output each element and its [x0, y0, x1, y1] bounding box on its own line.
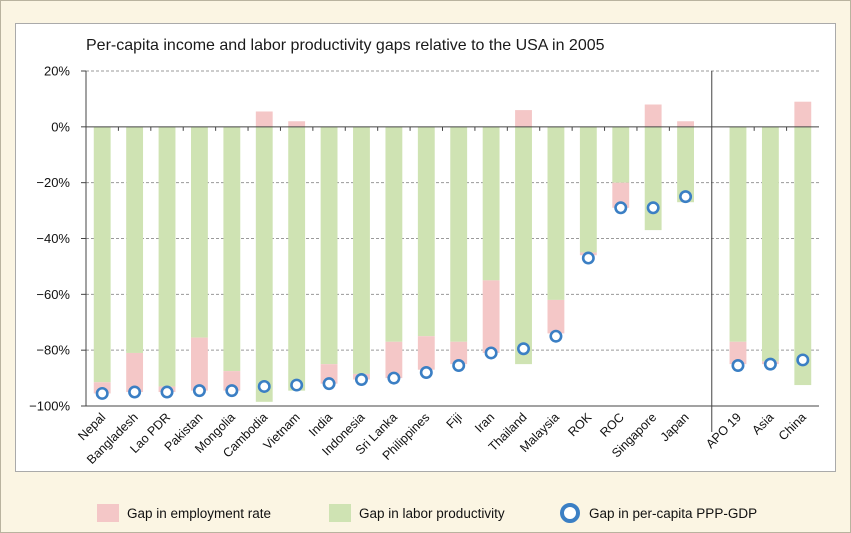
bar-labor-productivity [644, 126, 662, 231]
bar-employment-rate [547, 299, 565, 334]
bars-layer [93, 101, 812, 402]
bar-labor-productivity [729, 126, 747, 342]
y-tick-label: −80% [36, 343, 70, 358]
bar-labor-productivity [353, 126, 370, 374]
marker-ppp-gdp [225, 384, 239, 398]
bar-labor-productivity [482, 126, 500, 281]
marker-ppp-gdp [484, 346, 498, 360]
marker-ppp-gdp [517, 342, 531, 356]
legend-label-employment: Gap in employment rate [127, 506, 271, 521]
bar-employment-rate [794, 101, 812, 127]
x-tick-label: ROC [597, 410, 627, 440]
x-tick-label: India [306, 410, 335, 439]
bar-employment-rate [450, 341, 468, 365]
marker-ppp-gdp [128, 385, 142, 399]
bar-employment-rate [385, 341, 403, 379]
marker-ppp-gdp [796, 353, 810, 367]
bar-labor-productivity [126, 126, 144, 353]
marker-ppp-gdp [257, 379, 271, 393]
x-tick-label: APO 19 [703, 410, 744, 451]
markers-layer [95, 190, 810, 400]
marker-ppp-gdp [614, 201, 628, 215]
x-tick-label: China [776, 410, 809, 443]
bar-labor-productivity [450, 126, 468, 342]
legend-marker-ppp-gdp [560, 503, 580, 523]
marker-ppp-gdp [419, 365, 433, 379]
y-tick-label: −60% [36, 287, 70, 302]
x-tick-label: Asia [749, 410, 776, 437]
marker-ppp-gdp [646, 201, 660, 215]
bar-labor-productivity [288, 126, 306, 391]
bar-labor-productivity [794, 126, 812, 386]
chart-title: Per-capita income and labor productivity… [86, 37, 605, 54]
bar-labor-productivity [547, 126, 565, 300]
x-tick-label: Japan [658, 410, 692, 444]
bar-employment-rate [677, 121, 694, 127]
legend-swatch-productivity [329, 504, 351, 522]
y-tick-label: −100% [29, 399, 70, 414]
bar-employment-rate [288, 121, 306, 127]
marker-ppp-gdp [192, 384, 206, 398]
bar-labor-productivity [515, 126, 532, 365]
marker-ppp-gdp [581, 251, 595, 265]
bar-employment-rate [515, 110, 532, 127]
y-tick-label: 20% [44, 64, 70, 79]
bar-labor-productivity [255, 126, 273, 402]
bar-labor-productivity [677, 126, 694, 203]
legend-label-productivity: Gap in labor productivity [359, 506, 505, 521]
y-tick-labels: 20% 0% −20% −40% −60% −80% −100% [29, 64, 70, 414]
bar-labor-productivity [93, 126, 111, 383]
legend: Gap in employment rate Gap in labor prod… [97, 503, 757, 523]
bar-labor-productivity [158, 126, 176, 387]
marker-ppp-gdp [354, 372, 368, 386]
marker-ppp-gdp [387, 371, 401, 385]
bar-labor-productivity [385, 126, 403, 342]
bar-employment-rate [255, 111, 273, 127]
axis-layer [81, 70, 819, 432]
marker-ppp-gdp [549, 329, 563, 343]
bar-employment-rate [126, 352, 144, 393]
y-tick-label: −20% [36, 175, 70, 190]
bar-labor-productivity [191, 126, 208, 338]
marker-ppp-gdp [731, 359, 745, 373]
marker-ppp-gdp [95, 386, 109, 400]
marker-ppp-gdp [322, 377, 336, 391]
marker-ppp-gdp [679, 190, 693, 204]
marker-ppp-gdp [763, 357, 777, 371]
marker-ppp-gdp [160, 385, 174, 399]
bar-employment-rate [417, 336, 435, 370]
y-tick-label: 0% [51, 119, 70, 134]
bar-labor-productivity [579, 126, 597, 253]
x-tick-label: Fiji [444, 410, 465, 431]
bar-employment-rate [482, 280, 500, 353]
x-tick-label: Iran [472, 410, 497, 435]
bar-labor-productivity [612, 126, 630, 183]
bar-labor-productivity [320, 126, 338, 365]
bar-employment-rate [612, 182, 630, 208]
marker-ppp-gdp [290, 378, 304, 392]
y-tick-label: −40% [36, 231, 70, 246]
bar-employment-rate [729, 341, 747, 365]
bar-labor-productivity [223, 126, 241, 372]
bar-labor-productivity [417, 126, 435, 337]
bar-employment-rate [644, 104, 662, 127]
bar-employment-rate [191, 337, 208, 391]
x-tick-label: ROK [565, 410, 595, 440]
x-tick-label: Vietnam [261, 410, 303, 452]
marker-ppp-gdp [452, 359, 466, 373]
legend-swatch-employment [97, 504, 119, 522]
bar-labor-productivity [761, 126, 779, 362]
legend-label-ppp-gdp: Gap in per-capita PPP-GDP [589, 506, 757, 521]
